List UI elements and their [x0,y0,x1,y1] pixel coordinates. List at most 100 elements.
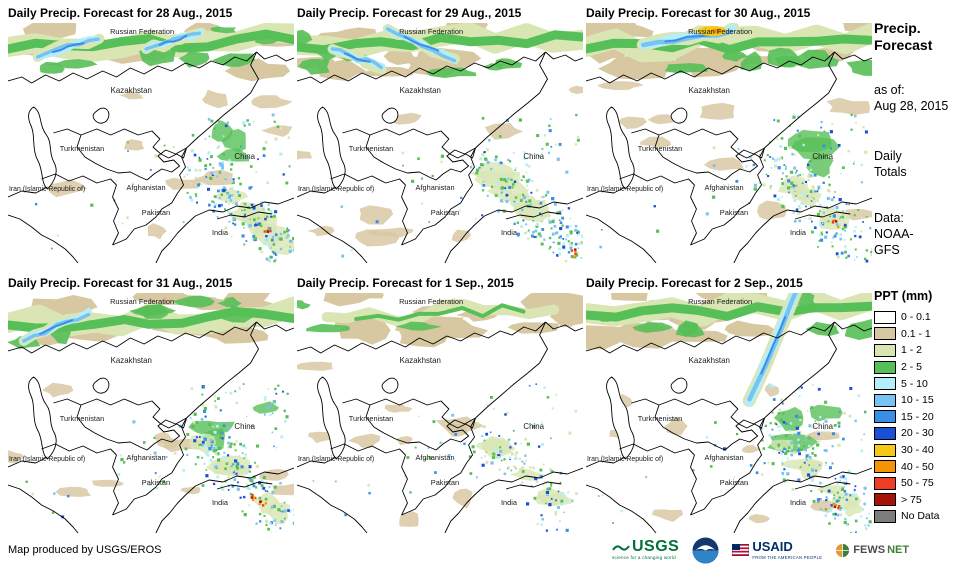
map-panel-title: Daily Precip. Forecast for 30 Aug., 2015 [586,6,811,20]
data-source-value1: NOAA- [874,227,914,241]
country-label: Afghanistan [416,183,455,192]
legend-item: 30 - 40 [874,442,964,459]
legend-swatch [874,377,896,391]
legend-label: > 75 [901,493,922,506]
country-label: China [523,422,544,431]
data-source-block: Data: NOAA- GFS [874,210,964,258]
country-label: India [212,228,229,237]
legend-swatch [874,443,896,457]
map-panel-2: Daily Precip. Forecast for 29 Aug., 2015… [297,6,583,264]
country-label: Pakistan [431,478,459,487]
country-label: Iran (Islamic Republic of) [587,456,663,463]
usaid-flag-icon [732,544,750,556]
legend-label: No Data [901,510,940,523]
legend-label: 40 - 50 [901,460,934,473]
precip-map: Russian Federation Kazakhstan Turkmenistan… [297,23,583,263]
precip-map-image: Russian Federation Kazakhstan Turkmenistan… [297,293,583,533]
legend-swatch [874,460,896,474]
country-label: Iran (Islamic Republic of) [9,186,85,193]
legend-item: 1 - 2 [874,342,964,359]
country-label: China [234,152,255,161]
legend: PPT (mm) 0 - 0.1 0.1 - 1 1 - 2 2 - 5 5 - 10 1… [874,289,964,525]
precip-map-image: Russian Federation Kazakhstan Turkmenistan… [8,23,294,263]
country-label: Afghanistan [705,453,744,462]
country-label: China [234,422,255,431]
map-panel-1: Daily Precip. Forecast for 28 Aug., 2015… [8,6,294,264]
country-label: Russian Federation [688,297,752,306]
sidebar: Precip. Forecast as of: Aug 28, 2015 Dai… [874,20,964,525]
as-of-block: as of: Aug 28, 2015 [874,82,964,114]
country-label: Afghanistan [705,183,744,192]
country-label: China [812,422,833,431]
map-panel-title: Daily Precip. Forecast for 31 Aug., 2015 [8,276,233,290]
data-source-value2: GFS [874,243,900,257]
legend-label: 20 - 30 [901,427,934,440]
fewsnet-wordmark: FEWS NET [853,544,910,556]
legend-label: 10 - 15 [901,394,934,407]
legend-title: PPT (mm) [874,289,933,303]
country-label: Pakistan [720,478,748,487]
legend-swatch [874,476,896,490]
legend-swatch [874,493,896,507]
map-panel-5: Daily Precip. Forecast for 1 Sep., 2015 … [297,276,583,534]
country-label: Turkmenistan [638,144,682,153]
legend-swatch [874,426,896,440]
precip-map-image: Russian Federation Kazakhstan Turkmenistan… [586,293,872,533]
sidebar-title: Precip. Forecast [874,20,964,54]
precip-map: Russian Federation Kazakhstan Turkmenistan… [8,293,294,533]
legend-label: 1 - 2 [901,344,923,357]
country-label: Iran (Islamic Republic of) [298,186,374,193]
usaid-wordmark: USAID [752,539,793,555]
country-label: Russian Federation [399,27,463,36]
precip-map: Russian Federation Kazakhstan Turkmenistan… [8,23,294,263]
period-line2: Totals [874,165,907,179]
legend-swatch [874,327,896,341]
legend-item: 50 - 75 [874,475,964,492]
country-label: Kazakhstan [689,86,730,95]
legend-item: 2 - 5 [874,359,964,376]
country-label: India [790,498,807,507]
sidebar-title-line2: Forecast [874,37,933,53]
precip-map: Russian Federation Kazakhstan Turkmenistan… [586,293,872,533]
map-panel-title: Daily Precip. Forecast for 29 Aug., 2015 [297,6,522,20]
usgs-wordmark: USGS [632,538,680,556]
country-label: Kazakhstan [689,356,730,365]
legend-label: 0 - 0.1 [901,311,931,324]
country-label: India [501,498,518,507]
precip-map: Russian Federation Kazakhstan Turkmenistan… [297,293,583,533]
precip-map: Russian Federation Kazakhstan Turkmenistan… [586,23,872,263]
map-panel-title: Daily Precip. Forecast for 2 Sep., 2015 [586,276,803,290]
country-label: Pakistan [142,208,170,217]
legend-item: 5 - 10 [874,375,964,392]
country-label: Afghanistan [416,453,455,462]
legend-swatch [874,393,896,407]
country-label: Turkmenistan [349,414,393,423]
map-panel-title: Daily Precip. Forecast for 1 Sep., 2015 [297,276,514,290]
fewsnet-logo: FEWS NET [835,542,910,558]
country-label: Russian Federation [399,297,463,306]
country-label: India [212,498,229,507]
country-label: Kazakhstan [400,356,441,365]
country-label: Kazakhstan [400,86,441,95]
country-label: Pakistan [720,208,748,217]
usgs-logo: USGS science for a changing world [612,539,679,561]
legend-label: 15 - 20 [901,410,934,423]
legend-item: > 75 [874,492,964,509]
legend-item: 20 - 30 [874,425,964,442]
as-of-date: Aug 28, 2015 [874,99,949,113]
data-source-label: Data: [874,211,904,225]
legend-item: 10 - 15 [874,392,964,409]
as-of-label: as of: [874,83,905,97]
period-block: Daily Totals [874,148,964,180]
legend-label: 2 - 5 [901,361,923,374]
country-label: India [790,228,807,237]
country-label: Afghanistan [127,183,166,192]
legend-swatch [874,360,896,374]
country-label: Kazakhstan [111,356,152,365]
map-panel-3: Daily Precip. Forecast for 30 Aug., 2015… [586,6,872,264]
country-label: Turkmenistan [60,144,104,153]
country-label: Pakistan [142,478,170,487]
noaa-logo-icon [692,537,719,563]
legend-swatch [874,343,896,357]
